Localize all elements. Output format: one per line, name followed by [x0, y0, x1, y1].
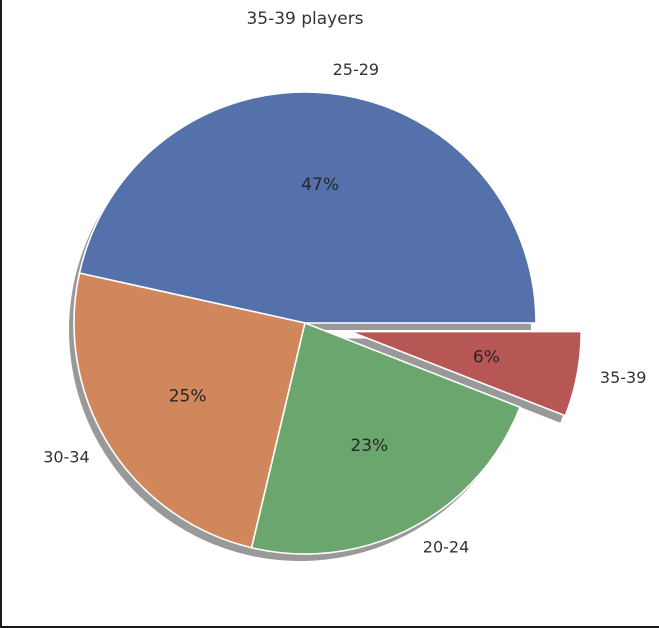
- chart-title: 35-39 players: [246, 9, 363, 29]
- slice-labels: 25-29 47% 30-34 25% 20-24 23% 35-39 6%: [43, 60, 646, 557]
- pie-slice-25-29: [78, 91, 537, 324]
- slice-percent-35-39: 6%: [473, 347, 500, 367]
- slice-label-30-34: 30-34: [43, 448, 90, 467]
- pie-slice-20-24: [250, 322, 521, 555]
- slice-percent-30-34: 25%: [169, 387, 207, 407]
- slice-label-20-24: 20-24: [423, 538, 470, 557]
- slice-percent-25-29: 47%: [301, 175, 339, 195]
- slice-label-25-29: 25-29: [333, 60, 380, 79]
- pie-slice-30-34: [73, 272, 306, 549]
- pie-slices: [73, 91, 582, 555]
- slice-percent-20-24: 23%: [350, 436, 388, 456]
- pie-slice-35-39: [349, 330, 582, 417]
- slice-label-35-39: 35-39: [600, 368, 647, 387]
